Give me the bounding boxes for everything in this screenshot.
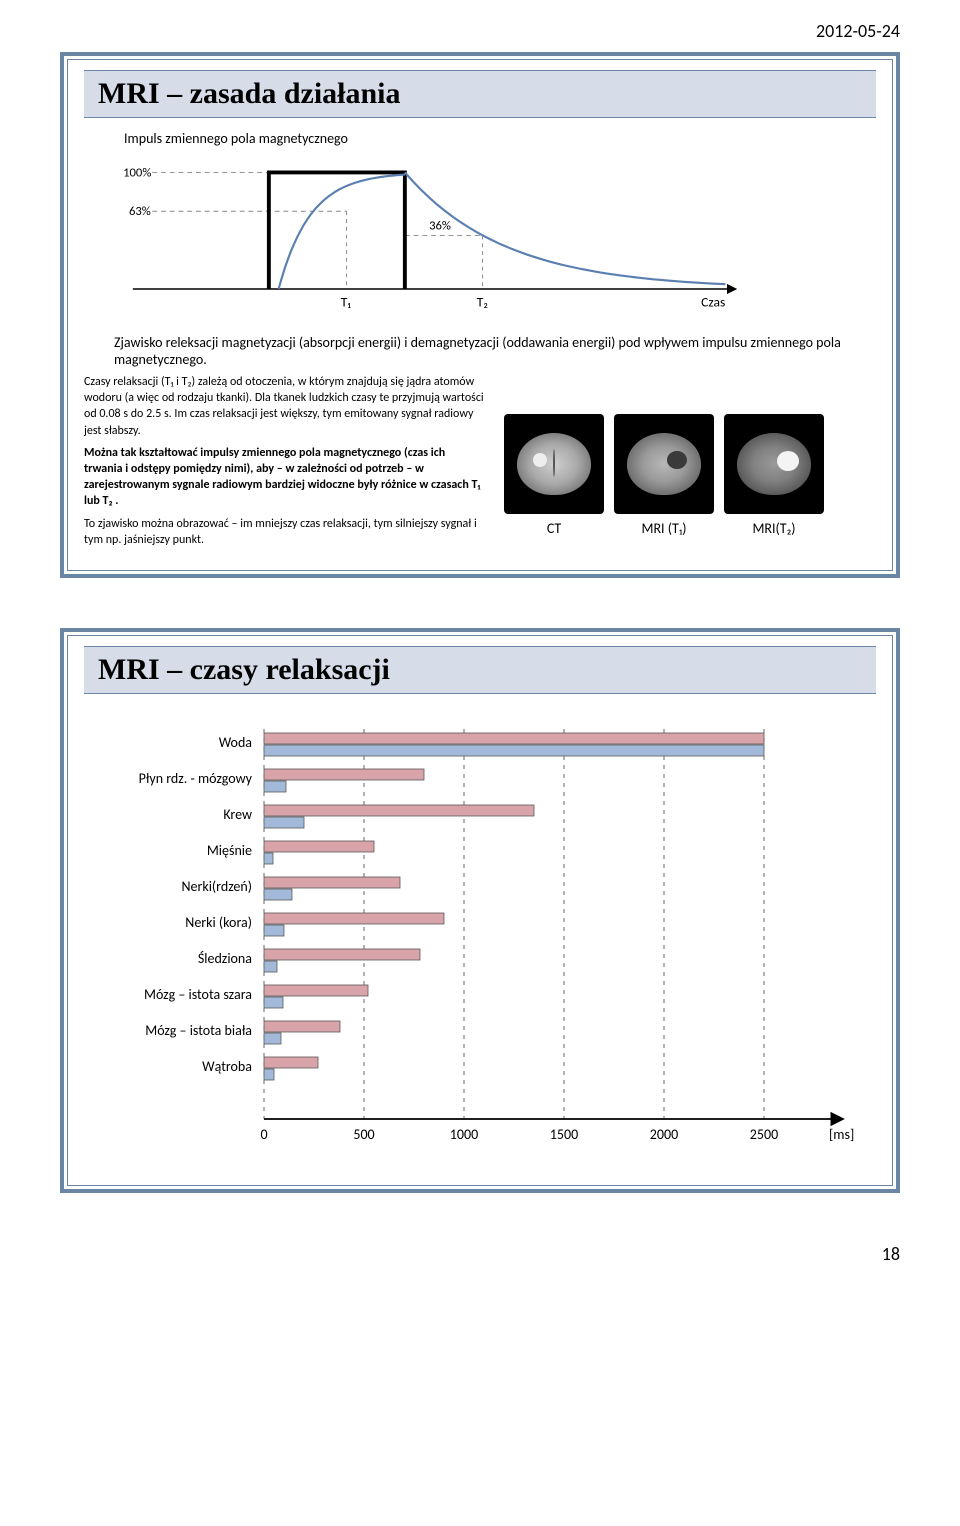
svg-text:T₂: T₂ — [477, 293, 488, 310]
slide2-title: MRI – czasy relaksacji — [84, 646, 876, 694]
scan-mri-t2 — [724, 414, 824, 514]
relaxation-pulse-chart: 100% 63% 36% T₁ T₂ Czas — [114, 153, 754, 323]
svg-text:Śledziona: Śledziona — [198, 950, 252, 967]
relaxation-times-bar-chart: 0 500 1000 1500 2000 2500 [ms] Woda Płyn rdz. - … — [94, 714, 854, 1154]
slide1-para1: Czasy relaksacji (T₁ i T₂) zależą od oto… — [84, 374, 484, 439]
svg-text:0: 0 — [260, 1126, 267, 1143]
svg-text:2000: 2000 — [650, 1126, 678, 1143]
page-number: 18 — [60, 1243, 900, 1265]
slide1-para2: Można tak kształtować impulsy zmiennego … — [84, 445, 484, 510]
scan-label-ct: CT — [504, 520, 604, 537]
brain-scans-block: CT MRI (T₁) MRI(T₂) — [504, 374, 824, 554]
svg-text:Czas: Czas — [701, 293, 725, 310]
svg-text:[ms]: [ms] — [829, 1126, 854, 1143]
svg-text:Mózg – istota szara: Mózg – istota szara — [144, 986, 252, 1003]
svg-text:1500: 1500 — [550, 1126, 578, 1143]
svg-text:Mięśnie: Mięśnie — [207, 842, 252, 859]
slide1-caption: Zjawisko releksacji magnetyzacji (absorp… — [114, 334, 876, 368]
slide1-subtitle: Impuls zmiennego pola magnetycznego — [124, 130, 876, 147]
svg-text:63%: 63% — [129, 204, 151, 219]
svg-text:Wątroba: Wątroba — [202, 1058, 252, 1075]
scan-ct — [504, 414, 604, 514]
svg-text:Płyn rdz. - mózgowy: Płyn rdz. - mózgowy — [139, 770, 253, 787]
slide1-body-text: Czasy relaksacji (T₁ i T₂) zależą od oto… — [84, 374, 484, 554]
scan-label-t2: MRI(T₂) — [724, 520, 824, 537]
svg-text:1000: 1000 — [450, 1126, 478, 1143]
slide-relaxation-times: MRI – czasy relaksacji 0 500 1000 1500 2000 2… — [60, 628, 900, 1193]
svg-text:Nerki(rdzeń): Nerki(rdzeń) — [181, 878, 252, 895]
scan-label-t1: MRI (T₁) — [614, 520, 714, 537]
svg-text:36%: 36% — [429, 219, 451, 234]
svg-text:T₁: T₁ — [341, 293, 352, 310]
svg-text:Nerki (kora): Nerki (kora) — [185, 914, 252, 931]
svg-text:Woda: Woda — [219, 734, 252, 751]
svg-text:500: 500 — [353, 1126, 374, 1143]
scan-labels-row: CT MRI (T₁) MRI(T₂) — [504, 520, 824, 537]
date-header: 2012-05-24 — [60, 20, 900, 42]
svg-text:2500: 2500 — [750, 1126, 778, 1143]
slide-mri-principle: MRI – zasada działania Impuls zmiennego … — [60, 52, 900, 578]
slide1-para3: To zjawisko można obrazować – im mniejsz… — [84, 516, 484, 548]
slide1-title: MRI – zasada działania — [84, 70, 876, 118]
svg-text:Mózg – istota biała: Mózg – istota biała — [145, 1022, 252, 1039]
scan-mri-t1 — [614, 414, 714, 514]
svg-text:100%: 100% — [123, 165, 151, 180]
svg-text:Krew: Krew — [223, 806, 252, 823]
